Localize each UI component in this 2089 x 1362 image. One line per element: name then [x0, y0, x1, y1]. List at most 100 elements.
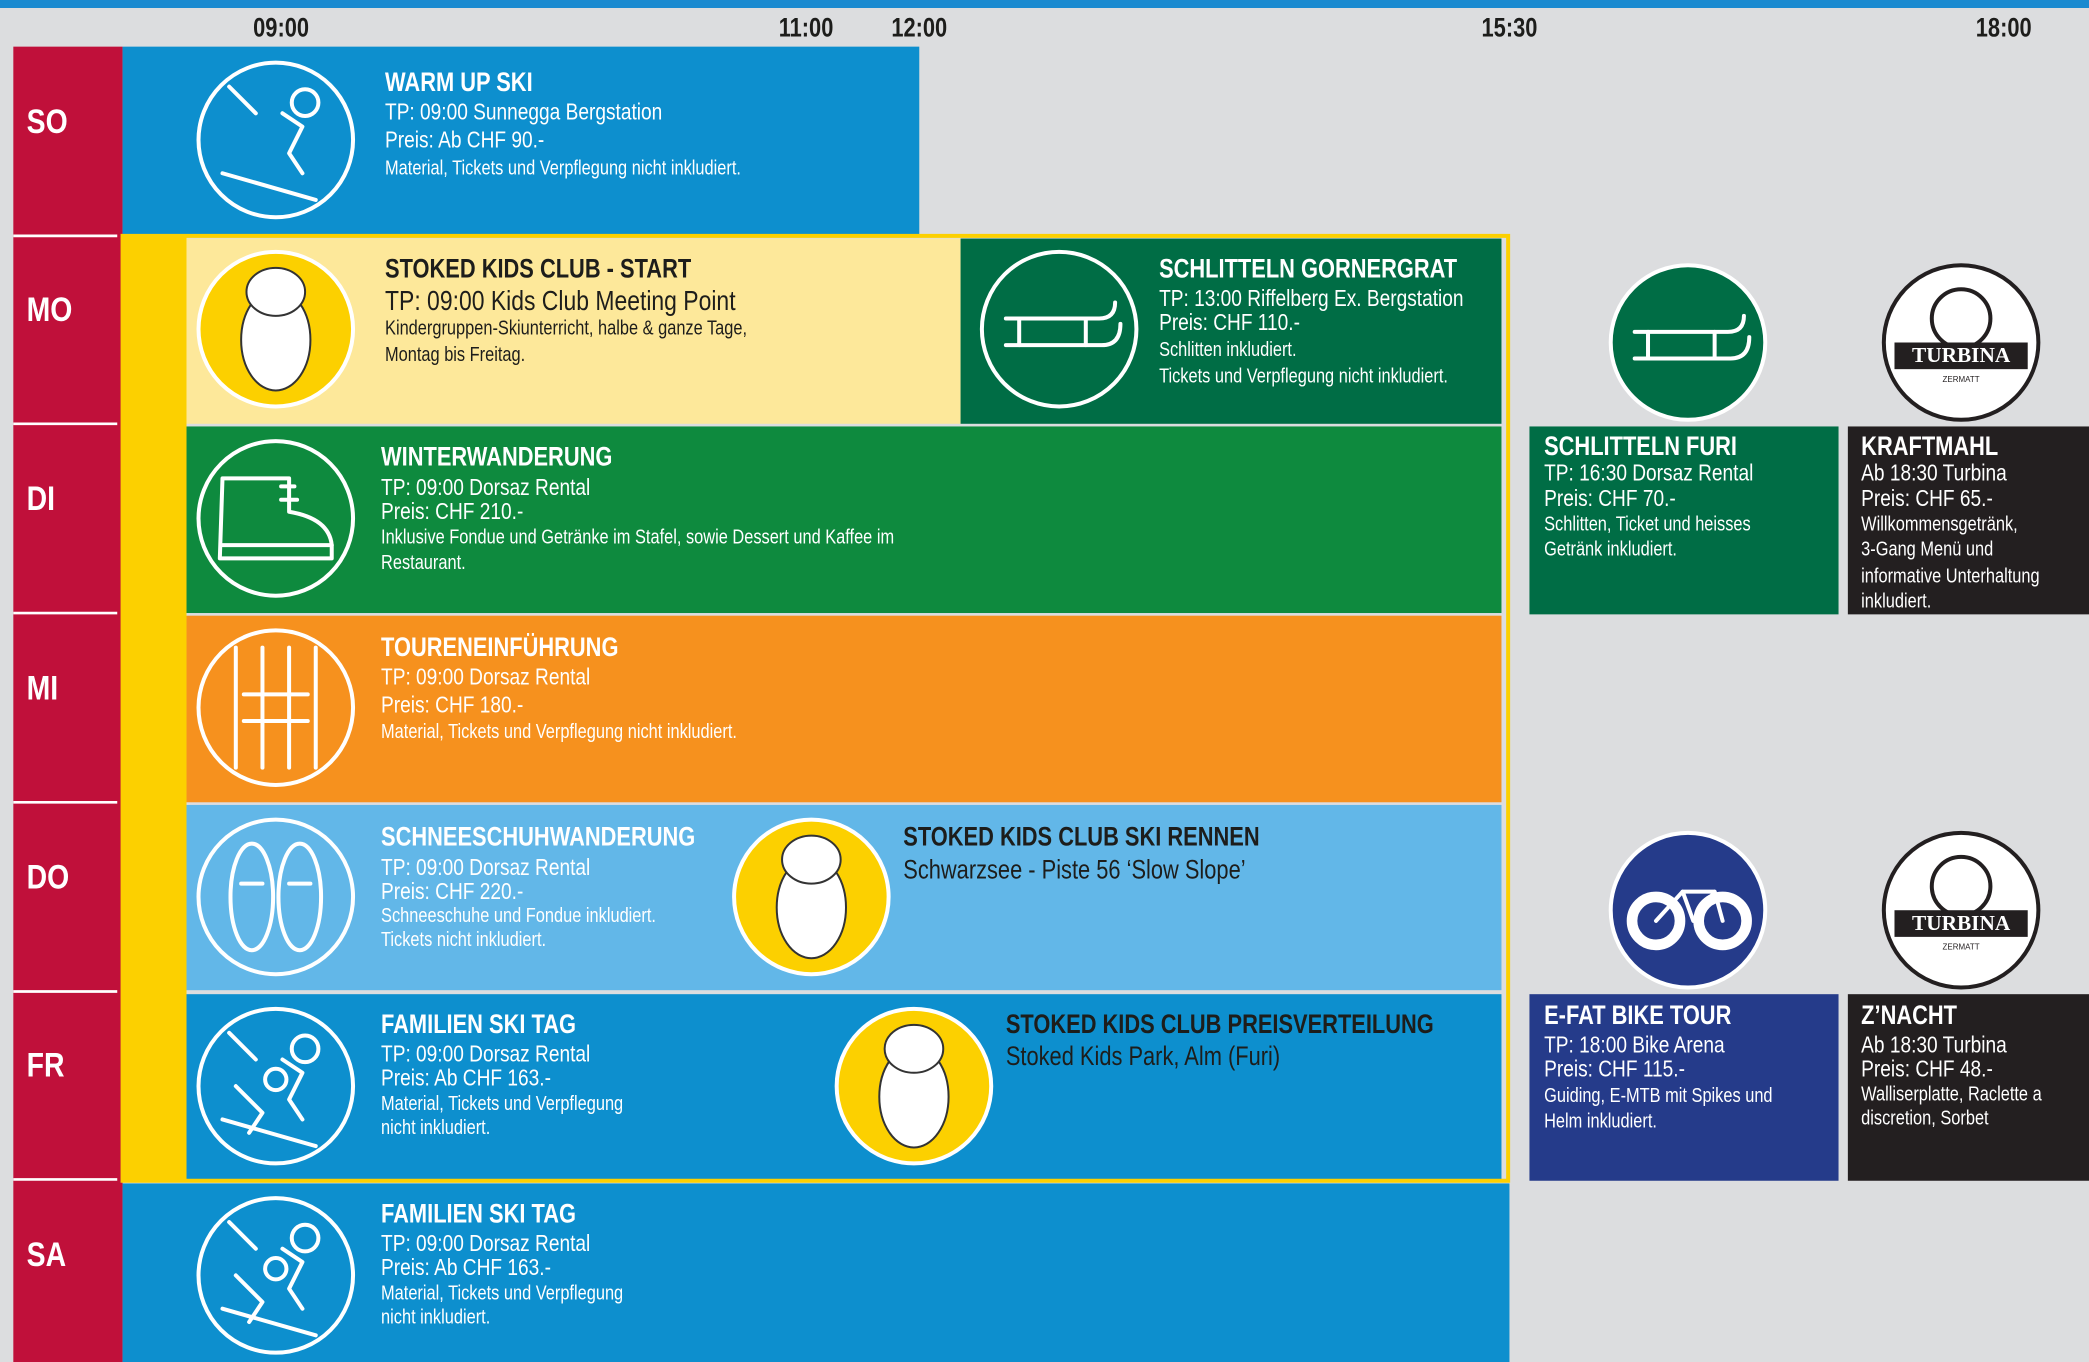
event-line: TP: 13:00 Riffelberg Ex. Bergstation [1159, 285, 1463, 311]
event-line-wrap: nicht inkludiert. [381, 1305, 490, 1328]
time-label-wrap: 11:00 [779, 13, 834, 43]
event-line-wrap: Preis: Ab CHF 90.- [385, 127, 544, 153]
event-line-wrap: Material, Tickets und Verpflegung [381, 1091, 623, 1114]
icon-circle [1608, 263, 1768, 422]
event-line-wrap: TP: 18:00 Bike Arena [1544, 1032, 1725, 1058]
event-line-wrap: Walliserplatte, Raclette a [1861, 1082, 2042, 1105]
event-icon: TURBINA ZERMATT [1881, 830, 2041, 990]
event-line: Kindergruppen-Skiunterricht, halbe & gan… [385, 316, 747, 339]
logo-sub: ZERMATT [1943, 375, 1980, 384]
icon-head [263, 1066, 289, 1093]
event-line-wrap: TP: 09:00 Sunnegga Bergstation [385, 99, 662, 125]
event-title: STOKED KIDS CLUB - START [385, 255, 691, 285]
event-line: Tickets und Verpflegung nicht inkludiert… [1159, 364, 1448, 387]
event-line: Restaurant. [381, 550, 466, 573]
event-line: Preis: CHF 48.- [1861, 1056, 1993, 1082]
logo-sub: ZERMATT [1943, 943, 1980, 952]
event-line-wrap: Kindergruppen-Skiunterricht, halbe & gan… [385, 316, 747, 339]
event-title-wrap: TOURENEINFÜHRUNG [381, 633, 618, 663]
event-box [186, 426, 1502, 614]
event-title-wrap: STOKED KIDS CLUB - START [385, 255, 691, 285]
event-line: TP: 16:30 Dorsaz Rental [1544, 460, 1753, 486]
icon-circle [196, 1196, 356, 1355]
event-title-wrap: Z’NACHT [1861, 1001, 1957, 1031]
event-title-wrap: SCHLITTELN GORNERGRAT [1159, 255, 1457, 285]
event-icon [979, 249, 1139, 409]
icon-shoe [228, 841, 276, 953]
event-line: Willkommensgetränk, [1861, 512, 2018, 535]
icon-stroke [279, 484, 300, 502]
day-label: MO [27, 289, 73, 328]
event-line: TP: 18:00 Bike Arena [1544, 1032, 1725, 1058]
logo-name: TURBINA [1912, 343, 2011, 367]
event-line: Schneeschuhe und Fondue inkludiert. [381, 904, 656, 927]
event-line-wrap: Preis: CHF 70.- [1544, 485, 1676, 511]
event-line-wrap: Preis: CHF 65.- [1861, 485, 1993, 511]
event-line-wrap: Montag bis Freitag. [385, 343, 525, 366]
event-line-wrap: Getränk inkludiert. [1544, 537, 1677, 560]
icon-head [289, 1222, 321, 1254]
event-box [186, 615, 1502, 803]
time-label: 12:00 [891, 13, 947, 43]
event-line: discretion, Sorbet [1861, 1106, 1988, 1129]
event-box [1847, 426, 2089, 615]
time-label-wrap: 15:30 [1482, 13, 1538, 43]
icon-circle [196, 60, 356, 220]
event-line: Helm inkludiert. [1544, 1109, 1657, 1132]
event-title-wrap: KRAFTMAHL [1861, 432, 1998, 462]
day-label-wrap: DO [27, 857, 70, 896]
event-line: Material, Tickets und Verpflegung [381, 1091, 623, 1114]
time-label-wrap: 09:00 [253, 13, 309, 43]
icon-stroke [1654, 889, 1725, 923]
event-icon [196, 439, 356, 598]
mascot-head [883, 1023, 945, 1074]
event-line: Guiding, E-MTB mit Spikes und [1544, 1083, 1772, 1106]
day-label-wrap: MO [27, 289, 73, 328]
event-line-wrap: Preis: CHF 110.- [1159, 309, 1300, 335]
event-line: inkludiert. [1861, 589, 1931, 612]
icon-wheel [1626, 891, 1686, 951]
event-line: informative Unterhaltung [1861, 564, 2039, 587]
event-title-wrap: STOKED KIDS CLUB PREISVERTEILUNG [1006, 1010, 1434, 1040]
event-line-wrap: Preis: Ab CHF 163.- [381, 1254, 551, 1280]
event-title: WINTERWANDERUNG [381, 443, 612, 473]
event-line: Walliserplatte, Raclette a [1861, 1082, 2042, 1105]
icon-head [289, 87, 321, 118]
event-line: Preis: CHF 70.- [1544, 485, 1676, 511]
event-icon: TURBINA ZERMATT [1881, 263, 2041, 422]
kids-strip [122, 235, 187, 1181]
time-label: 09:00 [253, 13, 309, 43]
icon-stroke [1632, 335, 1752, 361]
event-line: Material, Tickets und Verpflegung [381, 1281, 623, 1304]
event-icon [834, 1006, 994, 1166]
event-line: Schlitten, Ticket und heisses [1544, 512, 1751, 535]
day-label-wrap: DI [27, 479, 55, 518]
event-line: Preis: CHF 115.- [1544, 1056, 1685, 1082]
event-icon [196, 249, 356, 409]
icon-stroke [1017, 316, 1088, 348]
event-line: Tickets nicht inkludiert. [381, 928, 546, 951]
event-line: nicht inkludiert. [381, 1305, 490, 1328]
event-line-wrap: Material, Tickets und Verpflegung nicht … [381, 720, 737, 743]
event-line-wrap: Schlitten, Ticket und heisses [1544, 512, 1751, 535]
event-box [1847, 994, 2089, 1181]
event-line-wrap: Material, Tickets und Verpflegung [381, 1281, 623, 1304]
event-title: FAMILIEN SKI TAG [381, 1010, 576, 1040]
kids-frame [120, 233, 1511, 1183]
event-icon [196, 817, 356, 977]
event-title: SCHLITTELN FURI [1544, 432, 1737, 462]
time-label: 15:30 [1482, 13, 1538, 43]
event-title: WARM UP SKI [385, 68, 533, 98]
logo-band [1894, 342, 2028, 370]
mascot-head [245, 266, 307, 317]
icon-stroke [233, 1273, 265, 1325]
icon-stroke [220, 1220, 318, 1338]
event-line: TP: 09:00 Dorsaz Rental [381, 1230, 590, 1256]
icon-circle [196, 628, 356, 787]
event-box [122, 46, 920, 236]
icon-circle [196, 1006, 356, 1166]
event-line-wrap: Helm inkludiert. [1544, 1109, 1657, 1132]
event-icon [196, 60, 356, 220]
logo-name: TURBINA [1912, 911, 2011, 935]
